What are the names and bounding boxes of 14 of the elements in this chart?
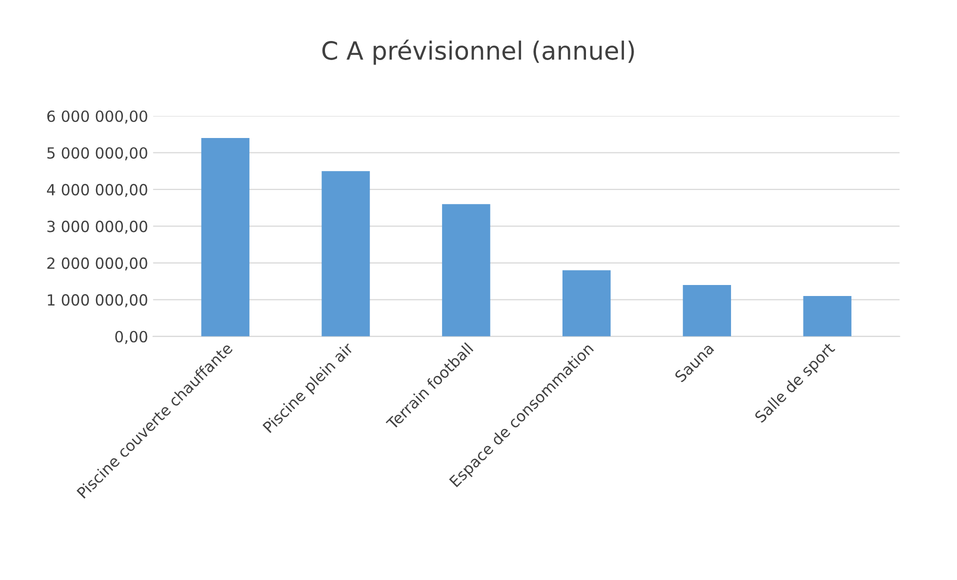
bar <box>682 284 732 336</box>
bar <box>322 171 370 336</box>
y-tick-label: 3 000 000,00 <box>47 220 148 234</box>
y-tick-label: 5 000 000,00 <box>47 147 148 160</box>
y-tick-label: 0,00 <box>115 330 148 344</box>
y-tick-label: 2 000 000,00 <box>47 257 148 271</box>
chart-title: C A prévisionnel (annuel) <box>322 40 634 65</box>
bar <box>442 204 490 336</box>
y-tick-label: 4 000 000,00 <box>46 184 148 198</box>
y-tick-label: 1 000 000,00 <box>48 294 148 308</box>
bar <box>803 296 852 336</box>
y-tick-label: 6 000 000,00 <box>47 110 148 124</box>
bar <box>201 138 250 336</box>
bar <box>562 270 611 336</box>
